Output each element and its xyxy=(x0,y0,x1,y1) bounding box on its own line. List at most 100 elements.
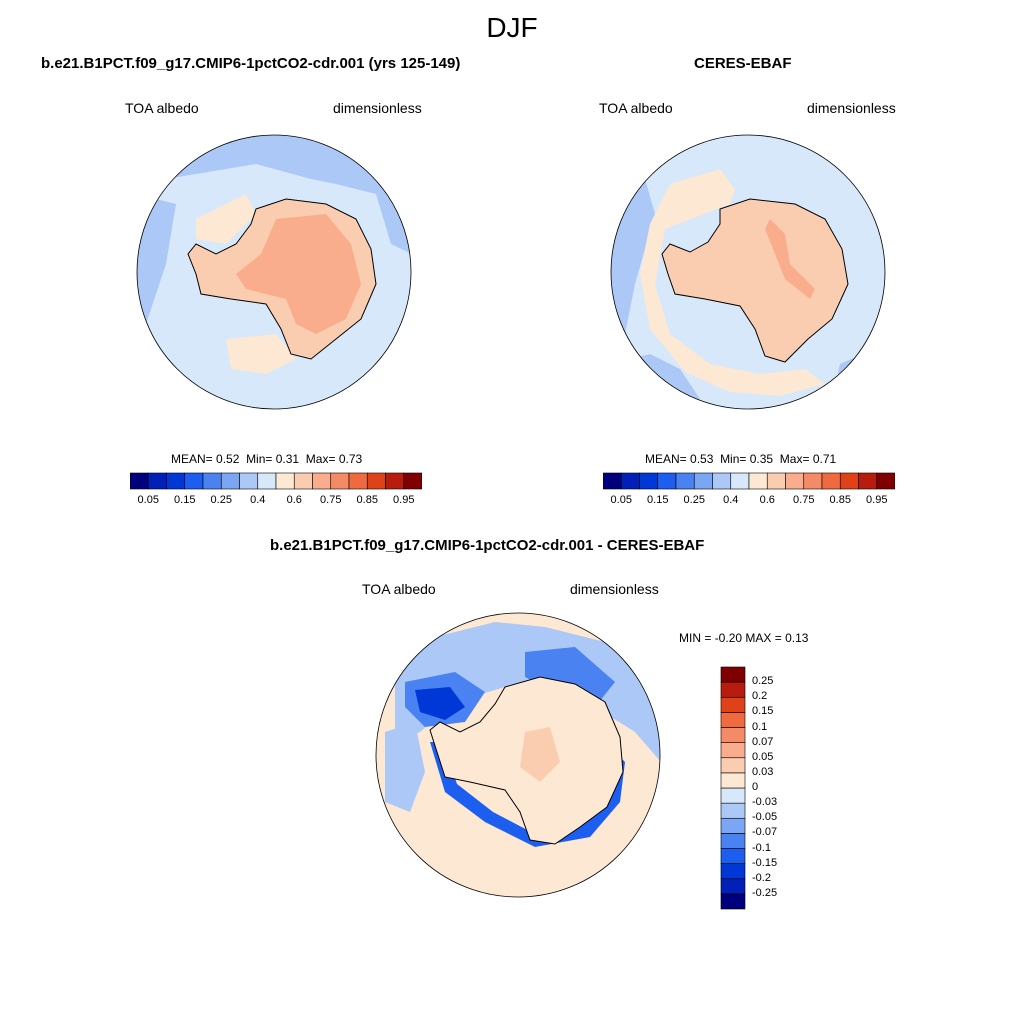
panel1-title: b.e21.B1PCT.f09_g17.CMIP6-1pctCO2-cdr.00… xyxy=(41,55,461,72)
panel2-colorbar-box xyxy=(839,472,859,490)
diff-left-label: TOA albedo xyxy=(362,581,436,597)
panel1-colorbar-tick-label: 0.4 xyxy=(250,494,266,506)
panel2-stats: MEAN= 0.53 Min= 0.35 Max= 0.71 xyxy=(645,452,836,466)
panel1-colorbar-box xyxy=(275,472,295,490)
panel2-colorbar-tick-label: 0.15 xyxy=(647,494,669,506)
panel1-colorbar-box xyxy=(385,472,405,490)
page-title: DJF xyxy=(486,12,538,43)
panel1-stats: MEAN= 0.52 Min= 0.31 Max= 0.73 xyxy=(171,452,362,466)
diff-colorbar-tick-label: 0 xyxy=(752,781,759,793)
panel1-colorbar-box xyxy=(220,472,240,490)
diff-colorbar-tick-label: 0.15 xyxy=(752,705,774,718)
diff-colorbar-tick-label: -0.1 xyxy=(752,841,771,854)
panel2-colorbar-box xyxy=(821,472,841,490)
panel1-colorbar-tick-label: 0.75 xyxy=(320,494,342,506)
diff-min-value: -0.20 xyxy=(714,631,743,645)
panel1-colorbar-tick-label: 0.95 xyxy=(393,494,415,506)
panel1-map xyxy=(136,134,412,410)
panel2-colorbar-tick-label: 0.4 xyxy=(723,494,739,506)
panel1-colorbar-tick-label: 0.15 xyxy=(174,494,196,506)
panel2-mean-label: MEAN= xyxy=(645,452,687,466)
panel1-mean-label: MEAN= xyxy=(171,452,213,466)
panel1-colorbar-box xyxy=(312,472,332,490)
panel2-colorbar-box xyxy=(603,472,622,490)
panel2-sea-ice-ring xyxy=(640,169,825,396)
panel1-colorbar-box xyxy=(293,472,313,490)
panel2-colorbar-box xyxy=(876,472,895,490)
panel2-colorbar xyxy=(603,472,895,490)
diff-colorbar xyxy=(720,666,746,910)
diff-colorbar-box xyxy=(720,696,746,713)
diff-map xyxy=(375,612,661,898)
diff-colorbar-tick-label: -0.05 xyxy=(752,811,778,824)
diff-colorbar-box xyxy=(720,727,746,743)
panel2-colorbar-ticks: 0.05 0.15 0.25 0.4 0.6 0.75 0.85 0.95 xyxy=(603,494,895,508)
diff-colorbar-tick-label: -0.15 xyxy=(752,856,778,869)
panel2-colorbar-box xyxy=(766,472,786,490)
diff-colorbar-ticks: -0.25 -0.2 -0.15 -0.1 -0.07 -0.05 -0.03 0 0.03 0.… xyxy=(752,666,812,910)
panel2-mean-value: 0.53 xyxy=(690,452,714,466)
panel2-max-label: Max= xyxy=(779,452,810,466)
panel2-colorbar-tick-label: 0.05 xyxy=(610,494,632,506)
panel2-colorbar-tick-label: 0.6 xyxy=(759,494,775,506)
panel1-colorbar-ticks: 0.05 0.15 0.25 0.4 0.6 0.75 0.85 0.95 xyxy=(130,494,422,508)
panel1-colorbar-box xyxy=(348,472,368,490)
panel1-colorbar-tick-label: 0.25 xyxy=(210,494,232,506)
panel1-plateau xyxy=(236,214,361,334)
panel2-max-value: 0.71 xyxy=(812,452,837,466)
panel1-colorbar-tick-label: 0.6 xyxy=(286,494,302,506)
diff-neg-band-west xyxy=(385,722,425,812)
panel2-right-label: dimensionless xyxy=(807,100,896,116)
panel1-sea-ice-s xyxy=(226,334,296,374)
panel1-left-label: TOA albedo xyxy=(125,100,199,116)
diff-colorbar-box xyxy=(720,802,746,819)
diff-colorbar-box xyxy=(720,863,746,880)
diff-colorbar-tick-label: -0.25 xyxy=(752,886,778,899)
diff-neg-blob-ne xyxy=(525,647,615,707)
panel1-colorbar-box xyxy=(202,472,222,490)
panel2-colorbar-box xyxy=(712,472,732,490)
panel1-colorbar-box xyxy=(257,472,277,490)
panel1-colorbar-box xyxy=(330,472,350,490)
diff-colorbar-tick-label: 0.1 xyxy=(752,720,768,733)
panel1-min-value: 0.31 xyxy=(275,452,300,466)
panel2-plateau-ridge xyxy=(765,219,815,299)
diff-colorbar-box xyxy=(720,848,746,864)
panel2-colorbar-box xyxy=(620,472,640,490)
diff-min-label: MIN = xyxy=(679,631,712,645)
panel1-right-label: dimensionless xyxy=(333,100,422,116)
diff-colorbar-box xyxy=(720,833,746,849)
diff-colorbar-box xyxy=(720,772,746,789)
diff-colorbar-box xyxy=(720,742,746,759)
panel1-colorbar-box xyxy=(147,472,167,490)
panel2-colorbar-tick-label: 0.85 xyxy=(829,494,851,506)
panel2-min-label: Min= xyxy=(720,452,747,466)
diff-pos-patch xyxy=(520,727,560,782)
diff-title: b.e21.B1PCT.f09_g17.CMIP6-1pctCO2-cdr.00… xyxy=(270,537,705,554)
panel2-ocean-band-w xyxy=(611,179,655,349)
panel2-antarctica xyxy=(661,198,849,363)
panel2-colorbar-tick-label: 0.25 xyxy=(683,494,705,506)
panel1-colorbar xyxy=(130,472,422,490)
diff-max-label: MAX = xyxy=(745,631,782,645)
panel2-map xyxy=(610,134,886,410)
panel1-colorbar-tick-label: 0.85 xyxy=(356,494,378,506)
panel1-sea-ice-w xyxy=(196,194,256,244)
panel1-min-label: Min= xyxy=(246,452,273,466)
panel2-min-value: 0.35 xyxy=(749,452,774,466)
diff-max-value: 0.13 xyxy=(785,631,809,645)
diff-neg-core-nw xyxy=(415,687,465,720)
diff-colorbar-box xyxy=(720,787,746,804)
diff-colorbar-tick-label: 0.05 xyxy=(752,750,774,763)
panel1-colorbar-box xyxy=(184,472,204,490)
panel2-colorbar-box xyxy=(748,472,768,490)
diff-colorbar-box xyxy=(720,666,746,683)
panel1-colorbar-box xyxy=(130,472,149,490)
panel2-colorbar-tick-label: 0.95 xyxy=(866,494,888,506)
diff-colorbar-tick-label: 0.07 xyxy=(752,735,774,748)
diff-colorbar-tick-label: -0.2 xyxy=(752,871,771,884)
diff-colorbar-tick-label: 0.2 xyxy=(752,690,768,703)
panel2-colorbar-box xyxy=(675,472,695,490)
diff-colorbar-box xyxy=(720,817,746,834)
panel2-colorbar-tick-label: 0.75 xyxy=(793,494,815,506)
